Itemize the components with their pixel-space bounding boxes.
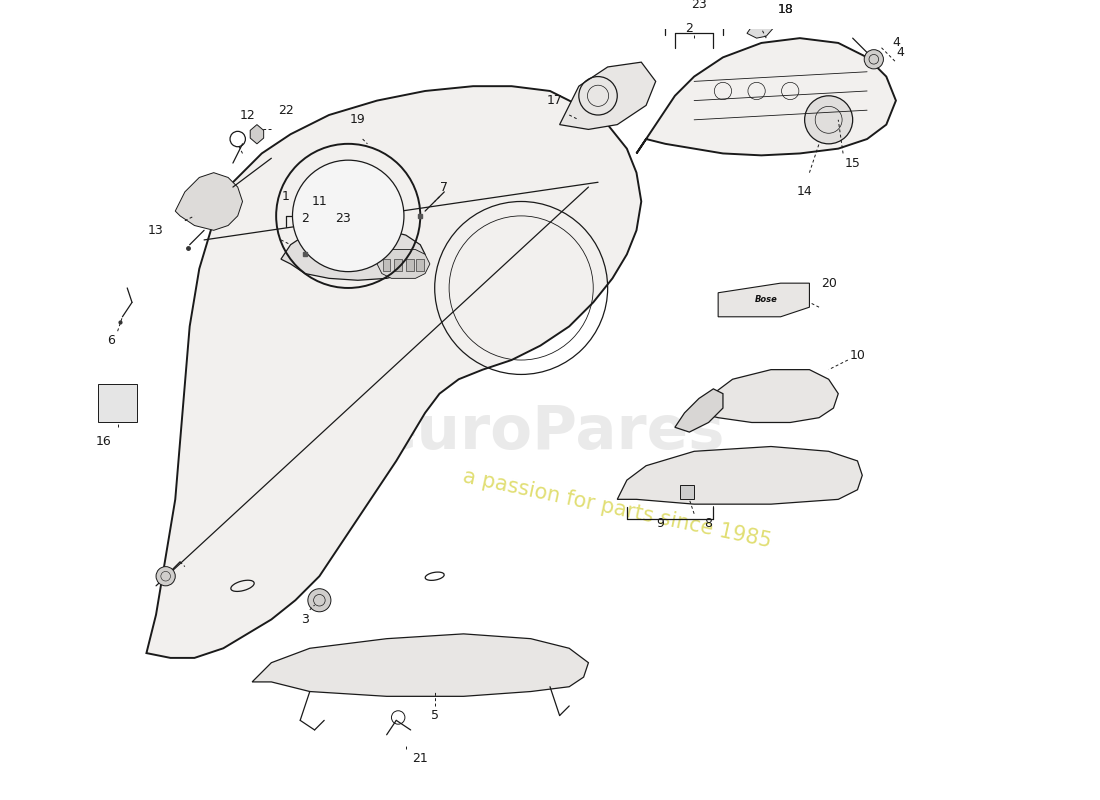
Polygon shape — [250, 125, 264, 144]
Text: 14: 14 — [796, 186, 813, 198]
Bar — [394, 259, 402, 270]
Text: Bose: Bose — [755, 295, 778, 304]
Bar — [406, 259, 414, 270]
Polygon shape — [175, 173, 242, 230]
Polygon shape — [747, 19, 773, 38]
Circle shape — [293, 160, 404, 272]
Text: 13: 13 — [148, 224, 164, 237]
Polygon shape — [252, 634, 589, 696]
Text: 15: 15 — [845, 157, 860, 170]
Text: 11: 11 — [311, 195, 328, 208]
Text: 20: 20 — [821, 277, 837, 290]
Text: 22: 22 — [278, 104, 294, 117]
Bar — [417, 259, 425, 270]
Text: 3: 3 — [301, 613, 309, 626]
Polygon shape — [694, 370, 838, 422]
Polygon shape — [377, 250, 430, 278]
Text: 9: 9 — [657, 517, 664, 530]
Polygon shape — [718, 283, 810, 317]
Bar — [383, 259, 390, 270]
Text: 18: 18 — [778, 3, 793, 16]
Text: 23: 23 — [691, 0, 707, 11]
Polygon shape — [675, 389, 723, 432]
Text: 7: 7 — [440, 181, 449, 194]
Text: euroPares: euroPares — [375, 402, 725, 462]
Polygon shape — [560, 62, 656, 130]
Polygon shape — [617, 446, 862, 504]
Text: 21: 21 — [412, 752, 428, 766]
Text: 17: 17 — [547, 94, 563, 107]
Polygon shape — [146, 86, 641, 658]
Text: 1: 1 — [282, 190, 289, 203]
Text: 18: 18 — [778, 3, 793, 16]
Bar — [680, 485, 694, 499]
Text: 2: 2 — [685, 22, 693, 35]
Circle shape — [865, 50, 883, 69]
Text: 8: 8 — [704, 517, 713, 530]
Text: a passion for parts since 1985: a passion for parts since 1985 — [461, 466, 773, 551]
Polygon shape — [280, 228, 425, 280]
Text: 10: 10 — [849, 349, 866, 362]
Text: 23: 23 — [336, 212, 351, 226]
Circle shape — [156, 566, 175, 586]
Polygon shape — [637, 38, 895, 155]
Circle shape — [804, 96, 853, 144]
Bar — [98, 384, 136, 422]
Text: 12: 12 — [240, 109, 255, 122]
Text: 2: 2 — [301, 212, 309, 226]
Text: 19: 19 — [350, 114, 365, 126]
Circle shape — [308, 589, 331, 612]
Text: 6: 6 — [107, 334, 114, 347]
Text: 4: 4 — [892, 37, 900, 50]
Text: 5: 5 — [431, 709, 439, 722]
Text: 4: 4 — [896, 46, 904, 59]
Text: 16: 16 — [96, 435, 111, 448]
